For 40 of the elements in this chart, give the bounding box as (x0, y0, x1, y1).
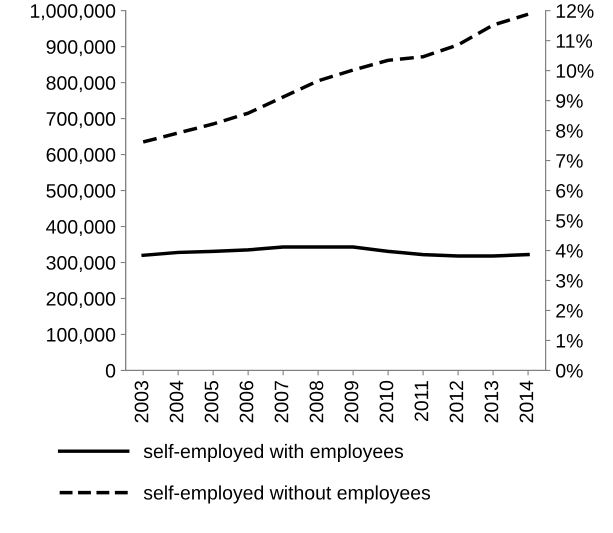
y2-tick-label: 3% (556, 274, 583, 288)
y2-tick-label: 7% (556, 154, 583, 168)
x-tick-label: 2004 (170, 380, 184, 422)
y2-tick-label: 9% (556, 94, 583, 108)
x-tick-label: 2011 (414, 381, 428, 421)
x-tick-label: 2005 (204, 380, 218, 422)
y-tick-label: 600,000 (46, 148, 116, 164)
line-series (141, 12, 530, 144)
y-tick-label: 700,000 (46, 112, 116, 128)
y2-tick-label: 1% (556, 334, 583, 348)
y2-tick-label: 2% (556, 304, 583, 318)
y2-tick-label: 0% (556, 364, 583, 378)
x-tick-label: 2010 (380, 380, 394, 422)
y2-tick-label: 12% (556, 4, 594, 18)
y-tick-label: 300,000 (46, 256, 116, 272)
x-tick-label: 2012 (450, 381, 464, 422)
y2-tick-label: 4% (556, 244, 583, 258)
y-tick-label: 100,000 (47, 328, 116, 344)
y-tick-label: 0 (106, 364, 116, 378)
y-tick-label: 200,000 (46, 292, 116, 308)
x-tick-label: 2013 (484, 381, 498, 422)
line-series (141, 245, 530, 258)
y-tick-label: 500,000 (46, 184, 116, 200)
y2-tick-label: 8% (556, 124, 583, 138)
x-tick-label: 2014 (520, 380, 534, 422)
x-tick-label: 2008 (310, 381, 324, 422)
y-tick-label: 400,000 (46, 220, 116, 236)
x-tick-label: 2009 (344, 381, 358, 422)
x-tick-label: 2007 (274, 381, 288, 422)
legend-label: self-employed with employees (144, 444, 404, 462)
y2-tick-label: 6% (556, 184, 583, 198)
y-tick-label: 900,000 (46, 40, 116, 56)
y-tick-label: 1,000,000 (30, 4, 116, 20)
y2-tick-label: 5% (556, 214, 583, 228)
legend-label: self-employed without employees (144, 485, 430, 504)
y-tick-label: 800,000 (46, 76, 116, 92)
y2-tick-label: 10% (556, 64, 594, 78)
x-tick-label: 2006 (240, 381, 254, 422)
y2-tick-label: 11% (556, 34, 592, 48)
x-tick-label: 2003 (134, 381, 148, 422)
